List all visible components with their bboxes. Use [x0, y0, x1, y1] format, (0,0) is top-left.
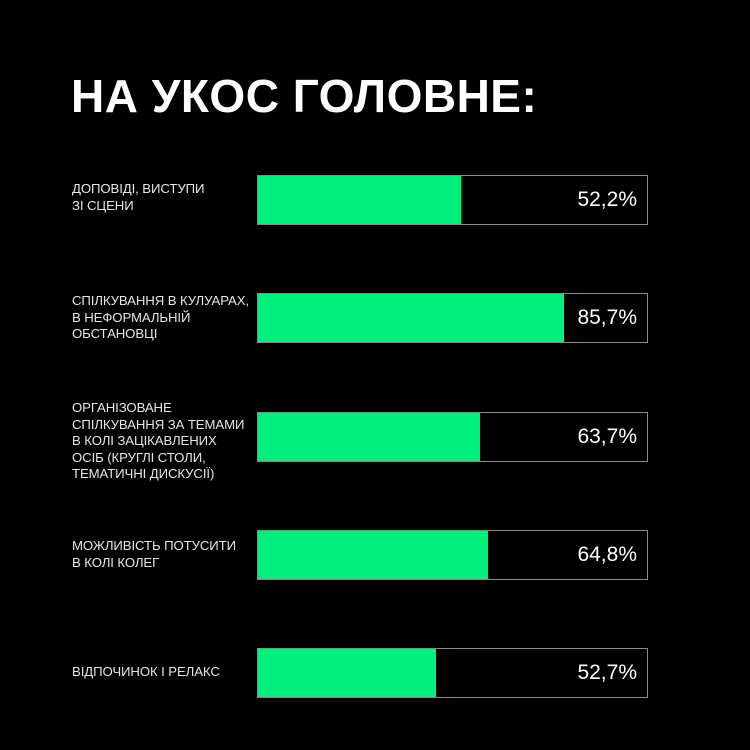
bar-fill	[258, 294, 564, 342]
bar-track: 85,7%	[257, 293, 648, 343]
bar-fill	[258, 649, 436, 697]
bar-fill	[258, 531, 488, 579]
bar-track: 64,8%	[257, 530, 648, 580]
bar-track: 52,7%	[257, 648, 648, 698]
bar-fill	[258, 176, 461, 224]
bar-track: 63,7%	[257, 412, 648, 462]
bar-value: 52,2%	[577, 188, 637, 211]
bar-track: 52,2%	[257, 175, 648, 225]
row-label: СПІЛКУВАННЯ В КУЛУАРАХ, В НЕФОРМАЛЬНІЙ О…	[72, 293, 249, 341]
row-label: ОРГАНІЗОВАНЕ СПІЛКУВАННЯ ЗА ТЕМАМИ В КОЛ…	[72, 400, 245, 481]
row-label: ВІДПОЧИНОК І РЕЛАКС	[72, 664, 220, 679]
bar-value: 52,7%	[577, 661, 637, 684]
bar-fill	[258, 413, 480, 461]
page-title: НА УКОС ГОЛОВНЕ:	[71, 70, 538, 122]
row-label: МОЖЛИВІСТЬ ПОТУСИТИ В КОЛІ КОЛЕГ	[72, 538, 236, 570]
bar-value: 85,7%	[577, 306, 637, 329]
row-label: ДОПОВІДІ, ВИСТУПИ ЗІ СЦЕНИ	[72, 181, 205, 213]
bar-value: 64,8%	[577, 543, 637, 566]
bar-value: 63,7%	[577, 425, 637, 448]
